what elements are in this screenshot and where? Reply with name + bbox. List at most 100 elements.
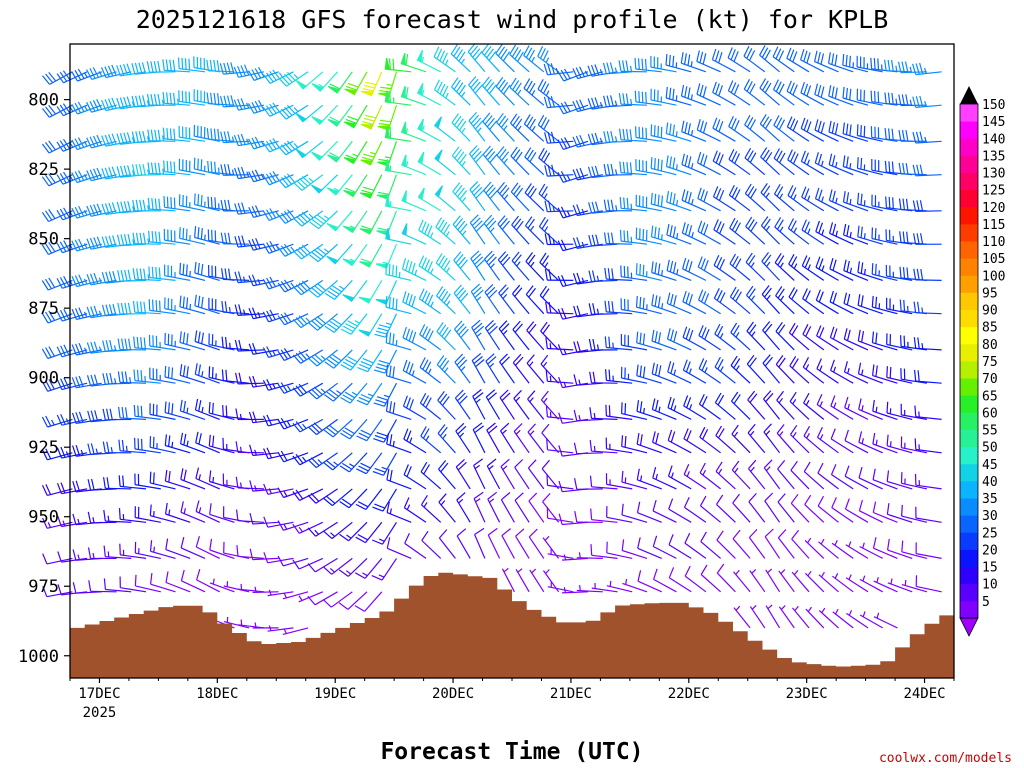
barb-full <box>233 66 240 78</box>
barb-full <box>308 322 318 331</box>
barb-pennant <box>434 149 443 162</box>
barb-full <box>358 396 370 403</box>
barb-full <box>72 513 77 525</box>
barb-full <box>687 192 692 204</box>
barb-staff <box>858 373 883 384</box>
barb-half <box>847 403 850 410</box>
wind-barb <box>901 540 928 559</box>
barb-full <box>684 121 688 134</box>
wind-barb <box>262 138 294 153</box>
barb-full <box>316 315 326 325</box>
y-tick-label: 875 <box>28 299 59 319</box>
colorbar-swatch <box>960 326 978 345</box>
wind-barb <box>374 349 398 374</box>
barb-staff <box>804 539 825 559</box>
barb-full <box>327 290 338 298</box>
wind-barb <box>419 324 442 351</box>
barb-full <box>734 153 741 164</box>
barb-half <box>254 586 257 593</box>
wind-barb <box>697 220 721 245</box>
wind-barb <box>573 409 603 422</box>
barb-full <box>775 321 783 332</box>
barb-full <box>454 184 463 195</box>
barb-full <box>654 158 656 170</box>
wind-barb <box>496 182 515 212</box>
barb-full <box>41 485 48 496</box>
barb-full <box>511 251 520 262</box>
barb-full <box>48 379 55 390</box>
barb-full <box>329 320 340 328</box>
barb-full <box>371 575 383 581</box>
barb-staff <box>179 68 206 73</box>
barb-full <box>105 373 110 385</box>
barb-staff <box>668 475 692 490</box>
barb-full <box>514 287 523 297</box>
barb-full <box>263 552 269 564</box>
barb-full <box>916 164 920 176</box>
barb-full <box>884 59 887 71</box>
barb-staff <box>872 375 898 384</box>
wind-barb <box>603 232 633 245</box>
barb-full <box>375 330 388 335</box>
barb-pennant <box>384 57 391 71</box>
barb-full <box>688 294 693 306</box>
barb-full <box>339 533 349 542</box>
barb-full <box>481 43 490 54</box>
barb-staff <box>637 580 662 593</box>
barb-full <box>310 457 320 467</box>
barb-staff <box>283 382 309 394</box>
barb-staff <box>696 60 721 73</box>
barb-full <box>162 59 165 71</box>
wind-barb <box>885 229 913 245</box>
barb-full <box>269 139 277 150</box>
barb-full <box>56 174 64 185</box>
barb-staff <box>283 418 309 430</box>
barb-full <box>89 136 96 148</box>
barb-full <box>470 114 480 124</box>
barb-full <box>603 131 607 143</box>
colorbar-label: 150 <box>982 98 1005 113</box>
barb-full <box>338 569 349 577</box>
y-tick-label: 850 <box>28 230 59 250</box>
barb-full <box>78 274 84 286</box>
barb-full <box>326 427 337 436</box>
barb-full <box>587 133 593 145</box>
barb-staff <box>762 329 781 351</box>
barb-staff <box>512 362 530 384</box>
barb-full <box>200 228 203 240</box>
barb-staff <box>832 611 854 629</box>
barb-full <box>791 289 798 300</box>
barb-half <box>861 405 864 411</box>
barb-staff <box>713 264 736 281</box>
barb-full <box>605 369 607 381</box>
wind-barb <box>236 545 264 559</box>
barb-full <box>787 185 794 196</box>
barb-full <box>272 171 280 182</box>
barb-full <box>419 393 427 404</box>
wind-barb <box>326 174 353 196</box>
credit-text[interactable]: coolwx.com/models <box>879 751 1012 766</box>
barb-half <box>51 419 55 426</box>
barb-full <box>619 161 622 173</box>
barb-full <box>499 353 508 363</box>
barb-staff <box>681 95 707 106</box>
barb-half <box>198 507 202 513</box>
barb-full <box>454 148 462 159</box>
barb-staff <box>729 263 751 281</box>
wind-barb <box>748 459 766 490</box>
barb-full <box>341 462 353 470</box>
barb-half <box>298 526 303 533</box>
barb-full <box>313 422 323 431</box>
barb-staff <box>381 521 398 545</box>
wind-barb <box>814 83 839 106</box>
barb-full <box>86 306 92 318</box>
barb-staff <box>347 591 368 610</box>
wind-barb <box>605 404 633 420</box>
barb-full <box>792 84 798 96</box>
barb-full <box>513 218 522 228</box>
barb-full <box>89 169 96 181</box>
barb-full <box>223 95 228 107</box>
wind-barb <box>327 140 353 163</box>
barb-full <box>872 537 877 549</box>
barb-full <box>355 572 366 579</box>
